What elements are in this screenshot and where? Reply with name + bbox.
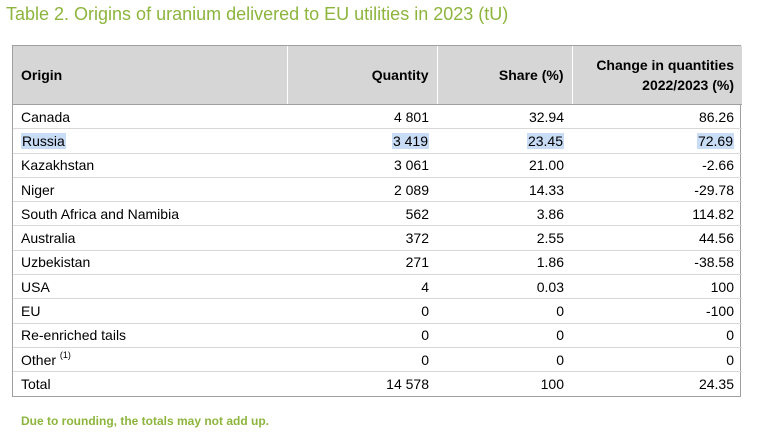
cell-origin[interactable]: Other (1) <box>13 347 287 373</box>
cell-quantity[interactable]: 0 <box>287 298 437 324</box>
cell-share[interactable]: 1.86 <box>437 250 572 276</box>
cell-change[interactable]: -100 <box>572 298 742 324</box>
cell-share[interactable]: 0 <box>437 347 572 373</box>
cell-quantity[interactable]: 372 <box>287 225 437 251</box>
col-header-change-line1: Change in quantities <box>596 57 734 73</box>
total-row: Total 14 578 100 24.35 <box>13 371 742 396</box>
cell-change[interactable]: -2.66 <box>572 153 742 178</box>
cell-share[interactable]: 0.03 <box>437 274 572 300</box>
cell-quantity[interactable]: 4 801 <box>287 104 437 130</box>
cell-origin[interactable]: EU <box>13 298 287 324</box>
cell-quantity[interactable]: 2 089 <box>287 177 437 203</box>
col-header-share: Share (%) <box>436 46 572 105</box>
cell-change[interactable]: 86.26 <box>572 104 742 130</box>
cell-quantity[interactable]: 3 419 <box>287 128 437 154</box>
table-header-row: Origin Quantity Share (%) Change in quan… <box>13 46 742 105</box>
table-row: Re-enriched tails 0 0 0 <box>13 323 742 348</box>
cell-change[interactable]: 72.69 <box>572 128 742 154</box>
cell-change[interactable]: 0 <box>572 323 742 348</box>
col-header-origin: Origin <box>13 46 287 105</box>
footnote-marker: (1) <box>59 349 71 360</box>
cell-change[interactable]: 114.82 <box>572 201 742 227</box>
table-row: USA 4 0.03 100 <box>13 274 742 300</box>
cell-change[interactable]: -29.78 <box>572 177 742 203</box>
cell-change[interactable]: 100 <box>572 274 742 300</box>
cell-change[interactable]: 24.35 <box>572 371 742 396</box>
cell-change[interactable]: -38.58 <box>572 250 742 276</box>
cell-share[interactable]: 3.86 <box>437 201 572 227</box>
cell-share[interactable]: 32.94 <box>437 104 572 130</box>
cell-origin[interactable]: Canada <box>13 104 287 130</box>
col-header-quantity: Quantity <box>286 46 437 105</box>
cell-change[interactable]: 0 <box>572 347 742 373</box>
cell-quantity[interactable]: 271 <box>287 250 437 276</box>
footnote: Due to rounding, the totals may not add … <box>21 414 269 428</box>
cell-share[interactable]: 0 <box>437 298 572 324</box>
cell-origin[interactable]: Total <box>13 371 287 396</box>
cell-quantity[interactable]: 0 <box>287 347 437 373</box>
table-row: Niger 2 089 14.33 -29.78 <box>13 177 742 203</box>
cell-origin[interactable]: Australia <box>13 225 287 251</box>
col-header-change-line2: 2022/2023 (%) <box>642 77 734 93</box>
table-row: Canada 4 801 32.94 86.26 <box>13 104 742 130</box>
cell-quantity[interactable]: 14 578 <box>287 371 437 396</box>
cell-share[interactable]: 23.45 <box>437 128 572 154</box>
cell-share[interactable]: 14.33 <box>437 177 572 203</box>
cell-origin[interactable]: Russia <box>13 128 287 154</box>
table-row-selected: Russia 3 419 23.45 72.69 <box>13 128 742 154</box>
table-row: Kazakhstan 3 061 21.00 -2.66 <box>13 153 742 178</box>
table-row: Uzbekistan 271 1.86 -38.58 <box>13 250 742 276</box>
table-row: EU 0 0 -100 <box>13 298 742 324</box>
cell-origin[interactable]: Re-enriched tails <box>13 323 287 348</box>
cell-quantity[interactable]: 562 <box>287 201 437 227</box>
uranium-origins-table: Origin Quantity Share (%) Change in quan… <box>12 45 742 397</box>
cell-quantity[interactable]: 3 061 <box>287 153 437 178</box>
table-row: Australia 372 2.55 44.56 <box>13 225 742 251</box>
cell-origin[interactable]: Niger <box>13 177 287 203</box>
table-row: Other (1) 0 0 0 <box>13 347 742 373</box>
cell-share[interactable]: 0 <box>437 323 572 348</box>
cell-origin[interactable]: South Africa and Namibia <box>13 201 287 227</box>
cell-origin[interactable]: Kazakhstan <box>13 153 287 178</box>
cell-origin[interactable]: Uzbekistan <box>13 250 287 276</box>
cell-origin[interactable]: USA <box>13 274 287 300</box>
table-row: South Africa and Namibia 562 3.86 114.82 <box>13 201 742 227</box>
cell-quantity[interactable]: 4 <box>287 274 437 300</box>
cell-quantity[interactable]: 0 <box>287 323 437 348</box>
cell-share[interactable]: 21.00 <box>437 153 572 178</box>
cell-change[interactable]: 44.56 <box>572 225 742 251</box>
cell-share[interactable]: 2.55 <box>437 225 572 251</box>
col-header-change: Change in quantities 2022/2023 (%) <box>571 46 742 105</box>
table-title: Table 2. Origins of uranium delivered to… <box>6 4 509 24</box>
cell-share[interactable]: 100 <box>437 371 572 396</box>
